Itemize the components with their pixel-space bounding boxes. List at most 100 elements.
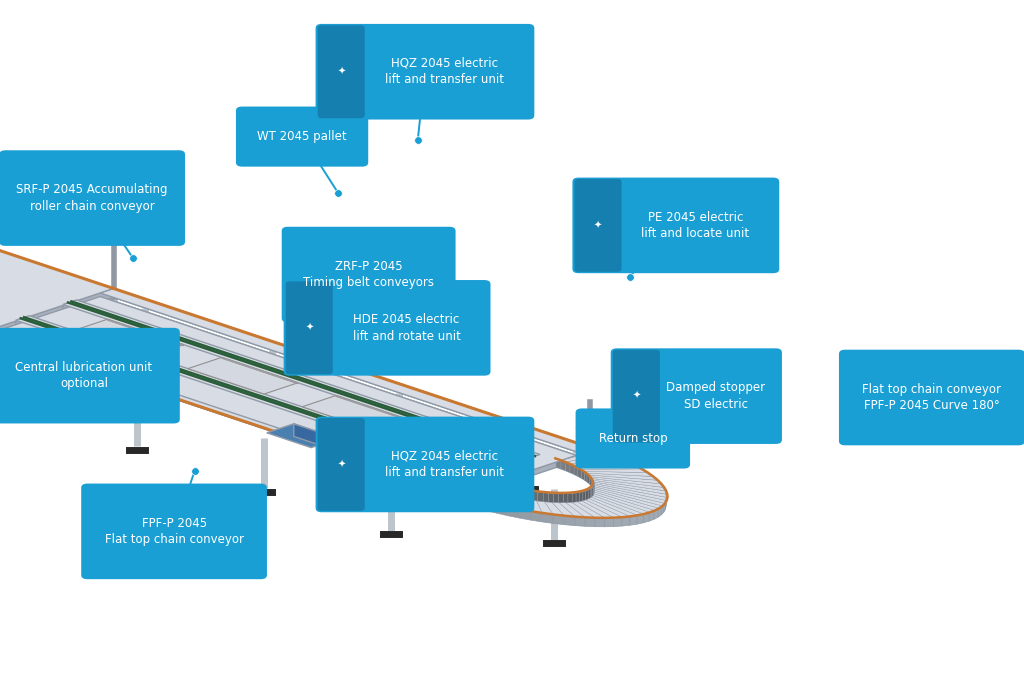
FancyBboxPatch shape <box>574 179 622 272</box>
Polygon shape <box>0 246 114 333</box>
Polygon shape <box>574 466 578 477</box>
Polygon shape <box>585 471 651 477</box>
Polygon shape <box>662 503 664 515</box>
Polygon shape <box>561 460 565 471</box>
Polygon shape <box>515 488 521 499</box>
Polygon shape <box>609 454 617 466</box>
Polygon shape <box>519 490 531 511</box>
Polygon shape <box>587 473 589 484</box>
Polygon shape <box>592 486 664 505</box>
Polygon shape <box>475 499 486 511</box>
Polygon shape <box>594 482 666 497</box>
Polygon shape <box>561 451 609 462</box>
Polygon shape <box>526 454 540 464</box>
Polygon shape <box>586 517 595 527</box>
Polygon shape <box>455 492 465 505</box>
Polygon shape <box>574 516 586 527</box>
Polygon shape <box>0 296 577 491</box>
Polygon shape <box>570 464 574 475</box>
FancyBboxPatch shape <box>612 350 659 443</box>
Polygon shape <box>544 492 574 516</box>
Polygon shape <box>100 288 590 451</box>
Polygon shape <box>554 494 559 503</box>
Polygon shape <box>613 517 623 527</box>
Text: ✦: ✦ <box>337 67 345 76</box>
FancyBboxPatch shape <box>317 418 365 511</box>
Polygon shape <box>640 469 646 482</box>
Text: HDE 2045 electric
lift and rotate unit: HDE 2045 electric lift and rotate unit <box>352 313 461 343</box>
Text: ✦: ✦ <box>594 221 602 230</box>
Polygon shape <box>532 491 538 501</box>
Polygon shape <box>0 246 114 298</box>
Polygon shape <box>654 508 658 519</box>
Polygon shape <box>659 484 663 497</box>
Text: ✦: ✦ <box>632 391 640 401</box>
Polygon shape <box>572 493 577 503</box>
Polygon shape <box>590 447 600 460</box>
Polygon shape <box>583 491 649 514</box>
FancyBboxPatch shape <box>839 350 1024 445</box>
Text: ✦: ✦ <box>337 460 345 469</box>
Polygon shape <box>100 296 577 461</box>
Polygon shape <box>336 395 412 422</box>
Polygon shape <box>532 491 553 514</box>
Polygon shape <box>580 492 643 515</box>
Polygon shape <box>585 471 587 482</box>
Polygon shape <box>15 316 493 475</box>
Polygon shape <box>544 492 549 502</box>
Polygon shape <box>563 494 568 503</box>
Polygon shape <box>479 471 493 479</box>
Polygon shape <box>526 490 532 501</box>
Polygon shape <box>626 462 633 474</box>
Polygon shape <box>586 490 588 500</box>
Text: SRF-P 2045 Accumulating
roller chain conveyor: SRF-P 2045 Accumulating roller chain con… <box>16 183 168 213</box>
Polygon shape <box>570 458 626 466</box>
Polygon shape <box>468 456 577 497</box>
Polygon shape <box>593 485 666 503</box>
Polygon shape <box>510 487 515 497</box>
Polygon shape <box>594 480 666 494</box>
Polygon shape <box>565 462 570 473</box>
FancyBboxPatch shape <box>317 25 365 118</box>
Text: ✦: ✦ <box>305 323 313 333</box>
Polygon shape <box>580 492 583 501</box>
Polygon shape <box>577 492 580 502</box>
Polygon shape <box>623 516 630 526</box>
Polygon shape <box>582 469 585 480</box>
FancyBboxPatch shape <box>610 348 782 444</box>
Polygon shape <box>499 484 504 494</box>
Polygon shape <box>0 329 468 497</box>
Polygon shape <box>475 484 504 501</box>
Polygon shape <box>549 493 554 503</box>
Polygon shape <box>554 494 595 518</box>
Polygon shape <box>63 300 540 459</box>
Polygon shape <box>587 473 656 480</box>
Polygon shape <box>465 496 475 507</box>
Polygon shape <box>294 423 338 451</box>
Polygon shape <box>563 494 613 518</box>
Polygon shape <box>572 493 630 517</box>
Polygon shape <box>508 488 521 509</box>
Text: FPF-P 2045
Flat top chain conveyor: FPF-P 2045 Flat top chain conveyor <box>104 516 244 546</box>
FancyBboxPatch shape <box>81 484 267 579</box>
Text: ZRF-P 2045
Timing belt conveyors: ZRF-P 2045 Timing belt conveyors <box>303 260 434 290</box>
Polygon shape <box>577 447 590 461</box>
Polygon shape <box>591 477 593 488</box>
Polygon shape <box>302 395 412 432</box>
Polygon shape <box>556 458 561 469</box>
Polygon shape <box>568 493 572 503</box>
Polygon shape <box>589 475 659 484</box>
Polygon shape <box>465 483 499 499</box>
Polygon shape <box>498 487 515 507</box>
Polygon shape <box>508 507 519 518</box>
Polygon shape <box>77 300 540 459</box>
FancyBboxPatch shape <box>572 178 779 273</box>
Polygon shape <box>605 518 613 527</box>
Polygon shape <box>267 423 338 447</box>
Polygon shape <box>633 465 640 478</box>
Polygon shape <box>15 316 29 324</box>
Polygon shape <box>114 288 590 456</box>
Polygon shape <box>586 490 654 512</box>
Polygon shape <box>656 480 659 493</box>
FancyBboxPatch shape <box>0 328 180 423</box>
